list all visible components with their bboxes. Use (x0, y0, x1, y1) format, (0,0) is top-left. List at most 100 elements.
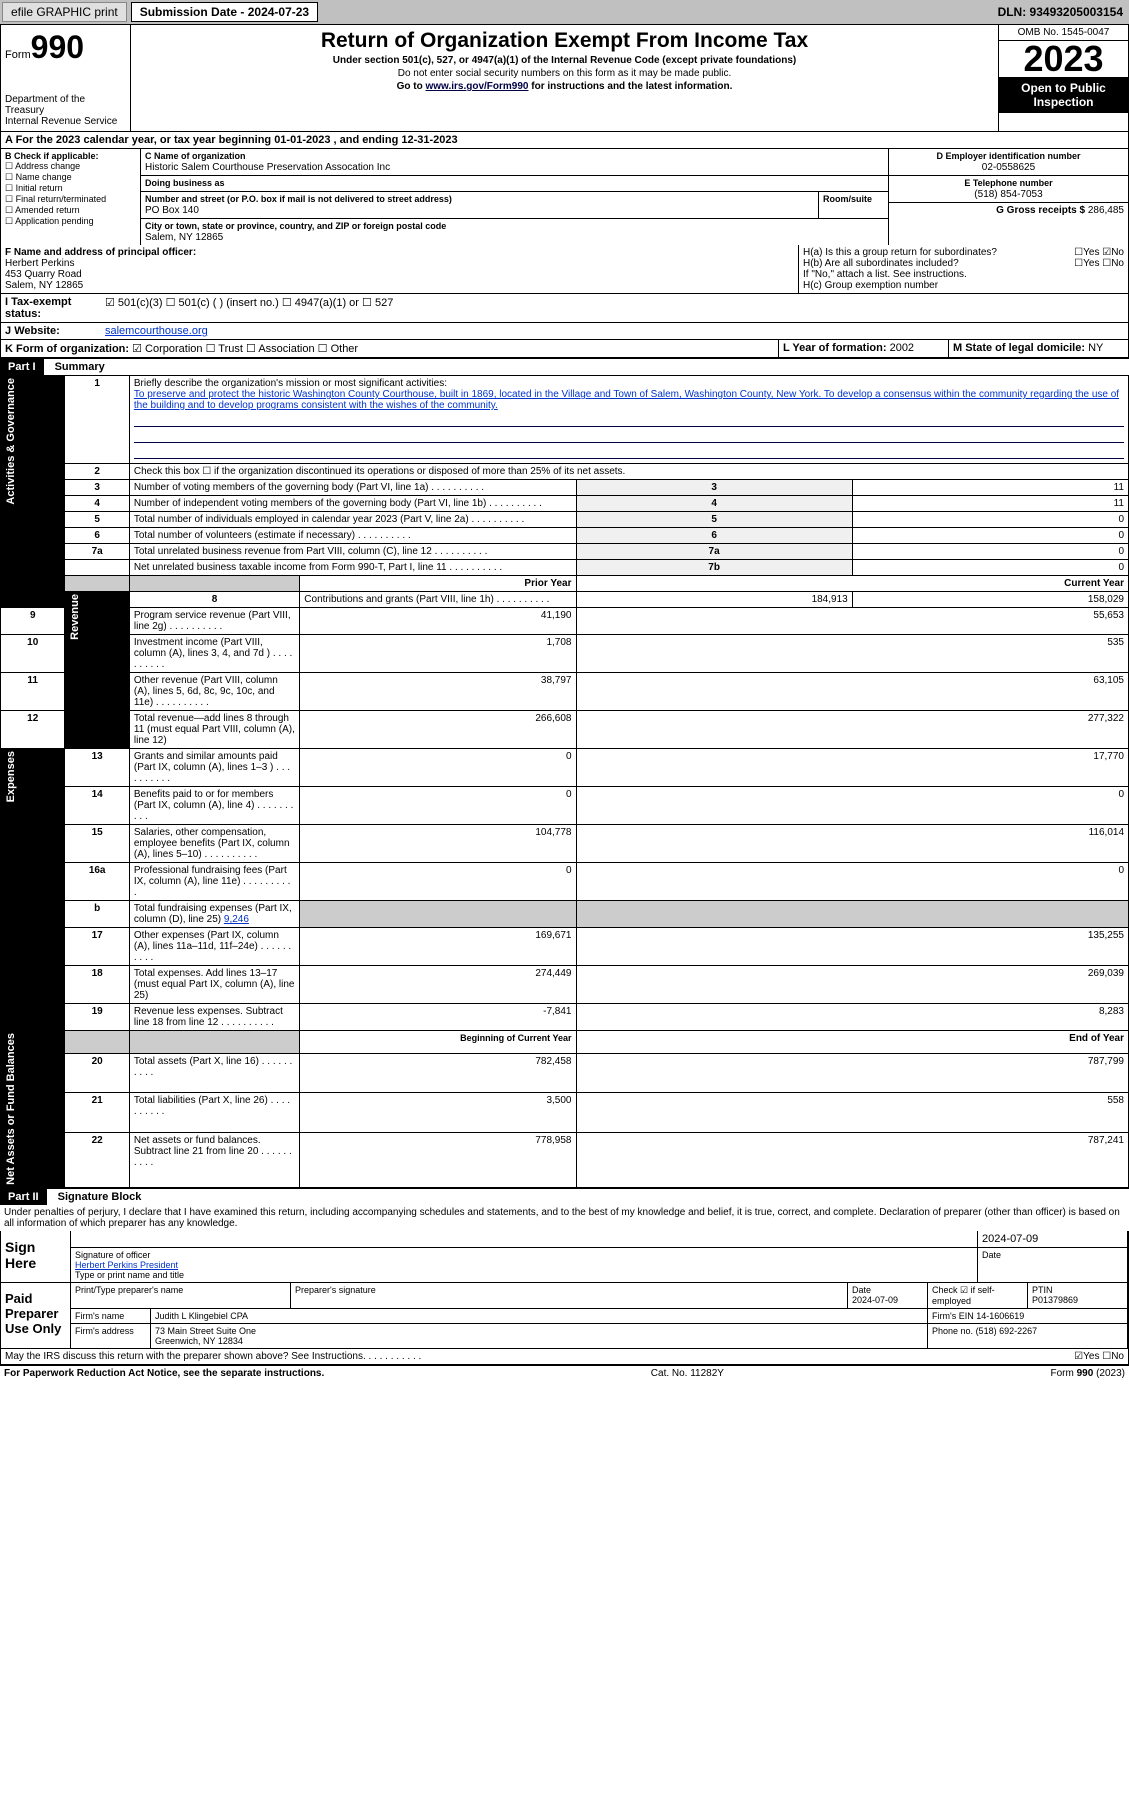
l22-curr: 787,241 (576, 1132, 1129, 1187)
l17-prior: 169,671 (300, 928, 576, 966)
chk-amended[interactable]: ☐ Amended return (5, 205, 136, 216)
section-bcd: B Check if applicable: ☐ Address change … (0, 149, 1129, 245)
l2-text: Check this box ☐ if the organization dis… (129, 464, 1128, 480)
self-emp-chk: Check ☑ if self-employed (928, 1283, 1028, 1308)
d-ein-lbl: D Employer identification number (936, 151, 1080, 161)
goto-notice: Go to www.irs.gov/Form990 for instructio… (135, 81, 994, 92)
l15-curr: 116,014 (576, 825, 1129, 863)
sig-date1: 2024-07-09 (978, 1231, 1128, 1248)
l13-prior: 0 (300, 749, 576, 787)
hb-lbl: H(b) Are all subordinates included? (803, 258, 959, 269)
room-lbl: Room/suite (823, 194, 872, 204)
col-b: B Check if applicable: ☐ Address change … (1, 149, 141, 245)
dept-treasury: Department of the Treasury (5, 94, 126, 116)
l1-text: Briefly describe the organization's miss… (134, 378, 447, 389)
l21-curr: 558 (576, 1093, 1129, 1132)
topbar: efile GRAPHIC print Submission Date - 20… (0, 0, 1129, 24)
chk-initial[interactable]: ☐ Initial return (5, 183, 136, 194)
signature-block: Sign Here 2024-07-09 Signature of office… (0, 1231, 1129, 1365)
part2-title: Signature Block (58, 1191, 142, 1203)
l9-curr: 55,653 (576, 608, 1129, 635)
b-header: B Check if applicable: (5, 151, 136, 161)
ecy-hdr: End of Year (576, 1031, 1129, 1054)
row-klm: K Form of organization: ☑ Corporation ☐ … (0, 340, 1129, 358)
tax-year: 2023 (999, 41, 1128, 77)
cat-no: Cat. No. 11282Y (651, 1368, 724, 1379)
l14-prior: 0 (300, 787, 576, 825)
i-lbl: Tax-exempt status: (5, 296, 71, 320)
prior-year-hdr: Prior Year (300, 576, 576, 592)
side-netassets: Net Assets or Fund Balances (5, 1033, 17, 1185)
l3-text: Number of voting members of the governin… (134, 482, 484, 493)
e-tel-lbl: E Telephone number (964, 178, 1052, 188)
state-domicile: NY (1088, 342, 1103, 354)
line-a: A For the 2023 calendar year, or tax yea… (0, 132, 1129, 149)
form-label: Form (5, 49, 31, 61)
part1-title: Summary (55, 361, 105, 373)
firm-name: Judith L Klingebiel CPA (151, 1309, 928, 1323)
irs-label: Internal Revenue Service (5, 116, 126, 127)
officer-name: Herbert Perkins (5, 258, 74, 269)
chk-final[interactable]: ☐ Final return/terminated (5, 194, 136, 205)
curr-year-hdr: Current Year (576, 576, 1129, 592)
l14-curr: 0 (576, 787, 1129, 825)
submission-date: Submission Date - 2024-07-23 (131, 2, 318, 22)
telephone: (518) 854-7053 (974, 189, 1042, 200)
col-h: H(a) Is this a group return for subordin… (798, 245, 1128, 293)
form-number: 990 (31, 29, 84, 65)
bcy-hdr: Beginning of Current Year (300, 1031, 576, 1054)
city-lbl: City or town, state or province, country… (145, 221, 446, 231)
l6-text: Total number of volunteers (estimate if … (134, 530, 411, 541)
mission-text: To preserve and protect the historic Was… (134, 389, 1119, 411)
form-ref: Form 990 (2023) (1051, 1368, 1125, 1379)
street-addr: PO Box 140 (145, 205, 199, 216)
l10-prior: 1,708 (300, 635, 576, 673)
l9-prior: 41,190 (300, 608, 576, 635)
l16a-prior: 0 (300, 863, 576, 901)
year-formation: 2002 (890, 342, 914, 354)
l5-text: Total number of individuals employed in … (134, 514, 524, 525)
l4-val: 11 (852, 496, 1128, 512)
l12-prior: 266,608 (300, 711, 576, 749)
f-officer-lbl: F Name and address of principal officer: (5, 247, 196, 258)
col-deg: D Employer identification number02-05586… (888, 149, 1128, 245)
l11-prior: 38,797 (300, 673, 576, 711)
l7a-text: Total unrelated business revenue from Pa… (134, 546, 488, 557)
form-subtitle: Under section 501(c), 527, or 4947(a)(1)… (135, 55, 994, 66)
officer-addr2: Salem, NY 12865 (5, 280, 83, 291)
dln: DLN: 93493205003154 (998, 5, 1127, 19)
chk-address[interactable]: ☐ Address change (5, 161, 136, 172)
l21-prior: 3,500 (300, 1093, 576, 1132)
form990-link[interactable]: www.irs.gov/Form990 (425, 81, 528, 92)
perjury-decl: Under penalties of perjury, I declare th… (0, 1205, 1129, 1231)
l8-curr: 158,029 (852, 592, 1128, 608)
l8-prior: 184,913 (576, 592, 852, 608)
g-gross-lbl: G Gross receipts $ (996, 205, 1085, 216)
open-public: Open to Public Inspection (999, 77, 1128, 113)
l22-prior: 778,958 (300, 1132, 576, 1187)
dba-lbl: Doing business as (145, 178, 225, 188)
chk-name[interactable]: ☐ Name change (5, 172, 136, 183)
side-expenses: Expenses (5, 751, 17, 802)
l16a-curr: 0 (576, 863, 1129, 901)
row-j: J Website: salemcourthouse.org (0, 323, 1129, 340)
chk-pending[interactable]: ☐ Application pending (5, 216, 136, 227)
l19-curr: 8,283 (576, 1004, 1129, 1031)
l18-curr: 269,039 (576, 966, 1129, 1004)
firm-ein: 14-1606619 (976, 1311, 1024, 1321)
part1-bar: Part I (0, 359, 44, 375)
part2-bar: Part II (0, 1189, 47, 1205)
website-link[interactable]: salemcourthouse.org (105, 325, 208, 337)
ssn-notice: Do not enter social security numbers on … (135, 68, 994, 79)
efile-button[interactable]: efile GRAPHIC print (2, 2, 127, 22)
l19-prior: -7,841 (300, 1004, 576, 1031)
page-footer: For Paperwork Reduction Act Notice, see … (0, 1365, 1129, 1381)
l11-curr: 63,105 (576, 673, 1129, 711)
l3-val: 11 (852, 480, 1128, 496)
l12-curr: 277,322 (576, 711, 1129, 749)
hc-lbl: H(c) Group exemption number (803, 280, 1124, 291)
k-lbl: K Form of organization: (5, 343, 129, 355)
l13-curr: 17,770 (576, 749, 1129, 787)
ha-lbl: H(a) Is this a group return for subordin… (803, 247, 997, 258)
gross-receipts: 286,485 (1088, 205, 1124, 216)
